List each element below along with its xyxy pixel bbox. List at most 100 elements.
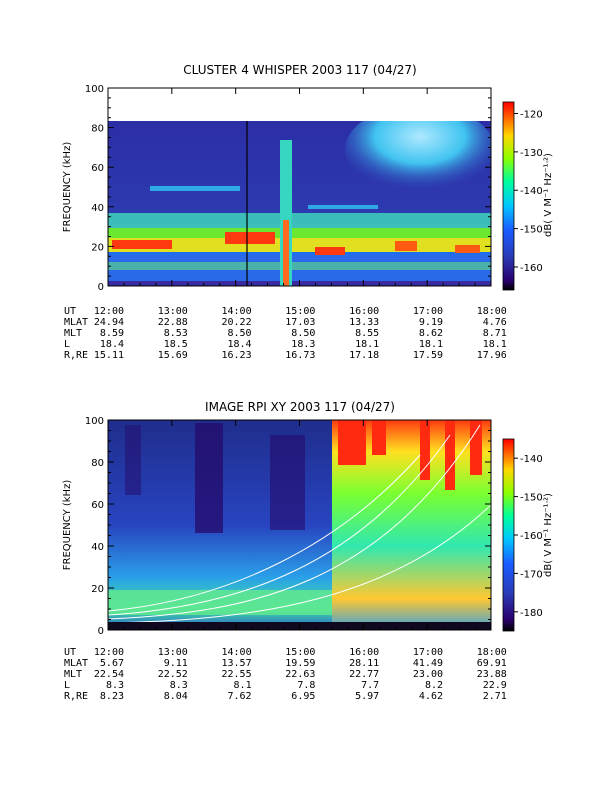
ephemeris-value: 18:00 [476,306,507,317]
plot-area [108,121,491,286]
ephemeris-value: 18.1 [355,339,380,350]
colorbar [502,438,515,632]
ephemeris-value: 69.91 [476,658,507,669]
ephemeris-value: 12:00 [93,647,124,658]
colorbar-tick-label: -130 [520,148,543,159]
y-axis: 0 20 40 60 80 100 [85,84,491,293]
cluster-whisper-panel: CLUSTER 4 WHISPER 2003 117 (04/27) 0 20 40… [62,63,554,361]
ephemeris-value: 18.1 [482,339,507,350]
ephemeris-value: 8.1 [233,680,252,691]
low-freq-band [108,590,332,615]
ephemeris-value: 4.62 [418,691,443,702]
ephemeris-value: 28.11 [349,658,380,669]
ephemeris-value: 22.54 [93,669,124,680]
ephemeris-value: 16.23 [221,350,252,361]
ephemeris-row-label: R,RE [64,691,89,702]
ephemeris-value: 18.5 [163,339,188,350]
ephemeris-value: 8.23 [99,691,124,702]
y-axis-label: FREQUENCY (kHz) [62,480,73,571]
low-band-red-e [455,245,480,253]
colorbar-tick-label: -150 [520,493,543,504]
ephemeris-value: 6.95 [291,691,316,702]
colorbar-tick-label: -150 [520,225,543,236]
colorbar-tick-label: -160 [520,263,543,274]
ephemeris-value: 19.59 [285,658,316,669]
ephemeris-value: 17:00 [412,647,443,658]
ephemeris-row-label: L [64,680,71,691]
ephemeris-value: 24.94 [93,317,124,328]
ephemeris-value: 22.52 [157,669,188,680]
low-band-red-c [315,247,345,255]
ephemeris-value: 22.77 [349,669,380,680]
bottom-band-green [108,262,491,270]
y-tick-label: 20 [91,584,104,595]
ephemeris-row-label: MLT [64,669,83,680]
ephemeris-row: L 18.4 18.5 18.4 18.3 18.1 18.1 18.1 [64,339,507,350]
ephemeris-row-label: R,RE [64,350,89,361]
ephemeris-value: 18.4 [227,339,252,350]
ephemeris-row: MLT 22.54 22.52 22.55 22.63 22.77 23.00 23.88 [64,669,507,680]
red-column-a [338,420,366,465]
low-band-cyan [108,213,491,231]
ephemeris-value: 8.62 [418,328,443,339]
ephemeris-row: UT 12:00 13:00 14:00 15:00 16:00 17:00 18:00 [64,306,507,317]
ephemeris-row-label: UT [64,306,77,317]
colorbar-tick-label: -140 [520,186,543,197]
colorbar-tick-label: -180 [520,608,543,619]
ephemeris-row: MLT 8.59 8.53 8.50 8.50 8.55 8.62 8.71 [64,328,507,339]
y-tick-label: 100 [85,84,104,95]
ephemeris-row: MLAT 5.67 9.11 13.57 19.59 28.11 41.49 69.91 [64,658,507,669]
ephemeris-value: 14:00 [221,647,252,658]
burst-core [283,220,289,286]
ephemeris-value: 13:00 [157,647,188,658]
y-tick-label: 80 [91,458,104,469]
white-curve-a [108,504,491,624]
low-band-red-a [112,240,172,249]
ephemeris-value: 13.33 [349,317,380,328]
colorbar-ticks: -120 -130 -140 -150 -160 [514,110,543,274]
x-axis [107,420,492,630]
y-tick-label: 40 [91,542,104,553]
dark-column-c [125,425,141,495]
ephemeris-value: 18.4 [99,339,124,350]
ephemeris-value: 8.2 [424,680,443,691]
ephemeris-value: 8.71 [482,328,507,339]
ephemeris-value: 17.96 [476,350,507,361]
white-curve-d [108,454,421,612]
ephemeris-value: 8.3 [105,680,124,691]
colorbar-tick-label: -170 [520,569,543,580]
dark-column-a [195,423,223,533]
ephemeris-value: 17.59 [412,350,443,361]
ephemeris-value: 7.8 [297,680,316,691]
red-column-d [445,420,455,490]
ephemeris-value: 7.7 [361,680,380,691]
red-column-c [420,420,430,480]
ephemeris-row: R,RE 15.11 15.69 16.23 16.73 17.18 17.59 17.96 [64,350,507,361]
low-band-red-b [225,232,275,244]
y-tick-label: 0 [98,282,104,293]
colorbar-tick-label: -160 [520,531,543,542]
chart-title: IMAGE RPI XY 2003 117 (04/27) [205,400,395,414]
ephemeris-value: 5.67 [99,658,124,669]
ephemeris-value: 15.69 [157,350,188,361]
ephemeris-row-label: MLAT [64,317,89,328]
ephemeris-value: 41.49 [412,658,443,669]
red-column-b [372,420,386,455]
y-tick-label: 20 [91,242,104,253]
ephemeris-value: 12:00 [93,306,124,317]
y-tick-label: 60 [91,163,104,174]
white-curve-c [108,434,451,616]
ephemeris-value: 17:00 [412,306,443,317]
cluster-spectrogram-chart: CLUSTER 4 WHISPER 2003 117 (04/27) 0 20 40… [62,63,554,293]
ephemeris-value: 4.76 [482,317,507,328]
red-column-e [470,420,482,475]
ephemeris-value: 8.50 [227,328,252,339]
ephemeris-value: 20.22 [221,317,252,328]
ephemeris-value: 8.3 [169,680,188,691]
ephemeris-row-label: MLT [64,328,83,339]
mid-band-b [308,205,378,209]
ephemeris-value: 5.97 [355,691,380,702]
ephemeris-value: 18:00 [476,647,507,658]
ephemeris-value: 17.03 [285,317,316,328]
ephemeris-table: UT 12:00 13:00 14:00 15:00 16:00 17:00 18:00 MLA… [64,306,507,361]
